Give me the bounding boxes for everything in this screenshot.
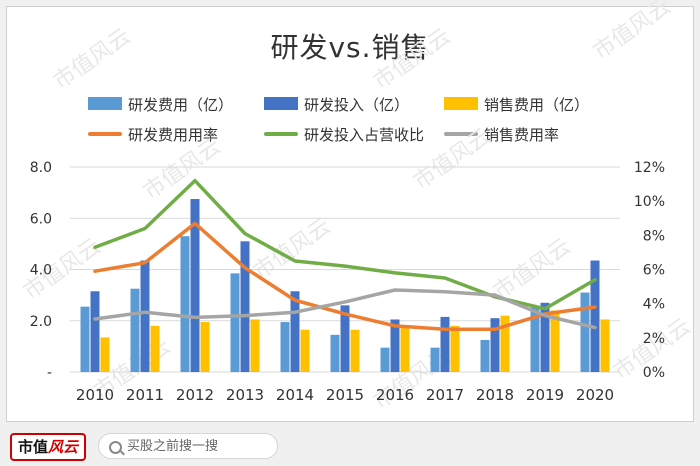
brand-logo: 市值风云 — [10, 433, 87, 461]
legend-label-rd-invest-ratio: 研发投入占营收比 — [304, 126, 425, 144]
legend-label-rd-expense: 研发费用（亿） — [128, 96, 234, 114]
bar-sales_expense — [300, 329, 310, 372]
legend-label-rd-invest: 研发投入（亿） — [304, 96, 410, 114]
y-left-tick-label: 6.0 — [30, 211, 52, 227]
bar-sales_expense — [100, 337, 110, 372]
bar-rd_expense — [330, 334, 340, 372]
bar-rd_invest — [590, 260, 600, 372]
x-tick-label: 2016 — [376, 386, 414, 404]
x-tick-label: 2019 — [526, 386, 564, 404]
x-tick-label: 2018 — [476, 386, 514, 404]
line-rd_expense_rate — [93, 221, 597, 332]
line-sales_expense_rate — [93, 288, 597, 330]
x-tick-label: 2020 — [576, 386, 614, 404]
bar-rd_expense — [430, 347, 440, 372]
bar-rd_expense — [530, 306, 540, 372]
bar-rd_invest — [490, 318, 500, 372]
legend-label-sales-expense: 销售费用（亿） — [484, 96, 590, 114]
legend-swatch-sales-expense-rate — [444, 132, 478, 136]
chart-card — [6, 6, 694, 422]
watermark-text: 市值风云 — [409, 124, 495, 195]
y-right-tick-label: 6% — [643, 263, 665, 279]
y-right-tick-label: 2% — [643, 331, 665, 347]
legend-swatch-sales-expense — [444, 97, 478, 110]
legend-swatch-rd-invest — [264, 97, 298, 110]
bar-rd_expense — [80, 306, 90, 372]
bar-rd_invest — [290, 291, 300, 372]
bar-sales_expense — [250, 319, 260, 372]
y-left-tick-label: 4.0 — [30, 263, 52, 279]
search-text: 买股之前搜一搜 — [127, 439, 219, 454]
bar-rd_invest — [90, 291, 100, 372]
x-tick-label: 2011 — [126, 386, 164, 404]
legend-label-rd-expense-rate: 研发费用用率 — [128, 126, 219, 144]
brand-text-b: 风云 — [48, 438, 79, 456]
y-left-tick-label: 8.0 — [30, 160, 52, 176]
bar-sales_expense — [200, 322, 210, 372]
bar-rd_expense — [480, 339, 490, 372]
y-left-tick-label: - — [47, 365, 52, 381]
bar-rd_invest — [440, 316, 450, 372]
bar-rd_invest — [390, 319, 400, 372]
legend-swatch-rd-expense — [88, 97, 122, 110]
bar-rd_expense — [280, 322, 290, 372]
bar-rd_expense — [580, 292, 590, 372]
y-left-tick-label: 2.0 — [30, 314, 52, 330]
bar-sales_expense — [600, 319, 610, 372]
footer-bar: 市值风云 买股之前搜一搜 — [0, 424, 700, 466]
watermark-text: 市值风云 — [49, 24, 135, 95]
bar-rd_expense — [380, 347, 390, 372]
y-right-tick-label: 8% — [643, 228, 665, 244]
y-right-tick-label: 10% — [634, 194, 665, 210]
bar-rd_invest — [190, 199, 200, 372]
bar-rd_expense — [130, 288, 140, 372]
bar-rd_invest — [140, 260, 150, 372]
bar-rd_invest — [340, 305, 350, 372]
bar-sales_expense — [150, 325, 160, 372]
x-tick-label: 2015 — [326, 386, 364, 404]
x-tick-label: 2013 — [226, 386, 264, 404]
bar-sales_expense — [500, 315, 510, 372]
brand-text-a: 市值 — [18, 438, 49, 456]
bar-rd_expense — [230, 273, 240, 372]
bar-sales_expense — [450, 325, 460, 372]
legend-label-sales-expense-rate: 销售费用率 — [484, 126, 560, 144]
search-icon — [109, 441, 122, 454]
x-tick-label: 2017 — [426, 386, 464, 404]
chart-title: 研发vs.销售 — [270, 31, 430, 64]
y-right-tick-label: 0% — [643, 365, 665, 381]
x-tick-label: 2014 — [276, 386, 314, 404]
bar-rd_expense — [180, 236, 190, 372]
bar-sales_expense — [350, 329, 360, 372]
x-tick-label: 2010 — [76, 386, 114, 404]
watermark-text: 市值风云 — [369, 24, 455, 95]
legend-swatch-rd-expense-rate — [88, 132, 122, 136]
watermark-text: 市值风云 — [249, 214, 335, 285]
y-right-tick-label: 12% — [634, 160, 665, 176]
search-bar[interactable]: 买股之前搜一搜 — [98, 433, 278, 459]
bar-rd_invest — [240, 241, 250, 372]
y-right-tick-label: 4% — [643, 297, 665, 313]
x-tick-label: 2012 — [176, 386, 214, 404]
bar-rd_invest — [540, 302, 550, 372]
bar-sales_expense — [550, 310, 560, 372]
watermark-text: 市值风云 — [589, 0, 675, 65]
bar-sales_expense — [400, 327, 410, 372]
legend-swatch-rd-invest-ratio — [264, 132, 298, 136]
